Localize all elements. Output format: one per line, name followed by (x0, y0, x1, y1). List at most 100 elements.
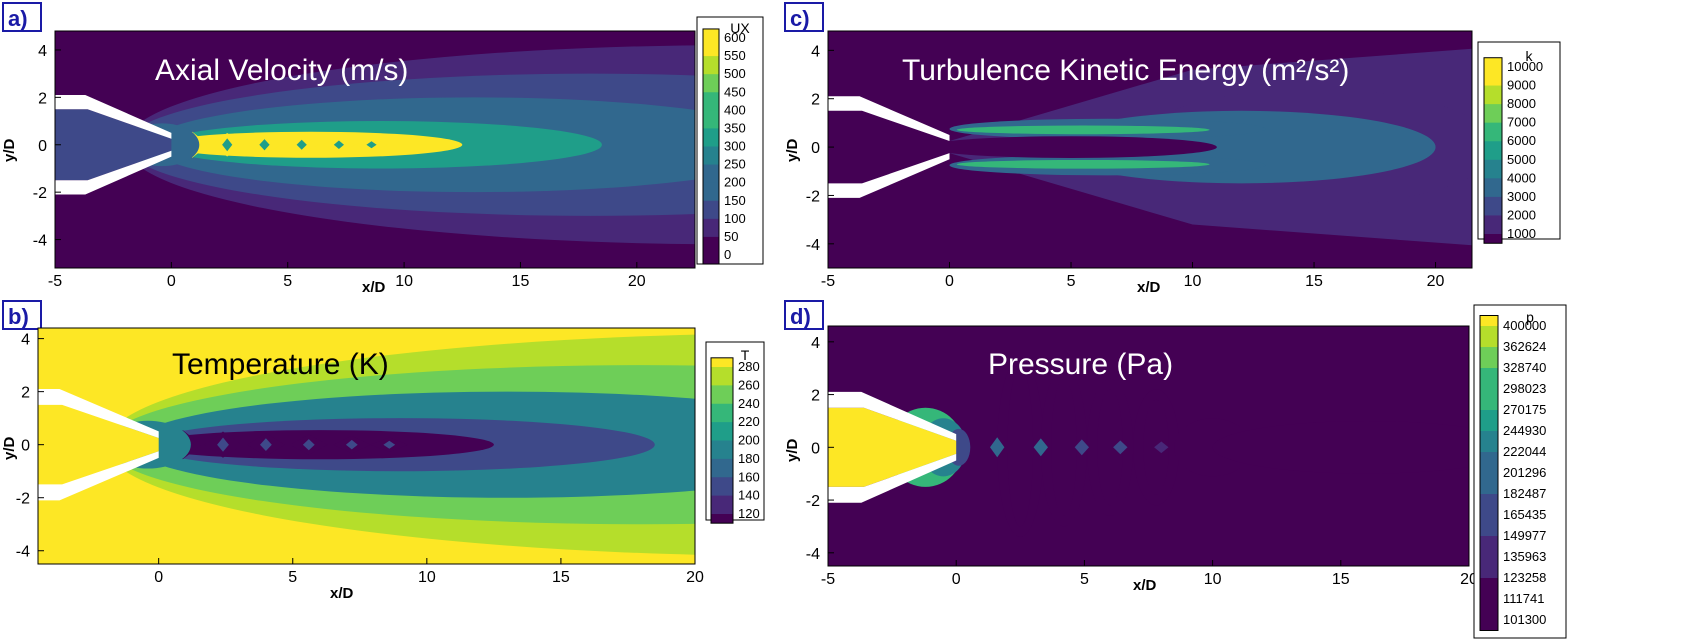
x-tick-label: 10 (1204, 571, 1222, 588)
shock-diamond-core (345, 439, 358, 450)
legend-swatch (1480, 368, 1498, 390)
legend-level-label: 220 (738, 414, 760, 429)
legend-swatch-bottom (711, 514, 733, 524)
x-tick-label: 15 (1305, 273, 1323, 290)
legend-swatch (1484, 141, 1502, 161)
legend-swatch (703, 164, 719, 184)
legend-title: T (741, 347, 750, 363)
shock-diamond-core (217, 437, 229, 452)
legend-level-label: 140 (738, 488, 760, 503)
shear-layer-peak (956, 125, 1210, 135)
legend-level-label: 298023 (1503, 381, 1546, 396)
nozzle-interior (38, 404, 159, 485)
nozzle-wall-lower (828, 153, 950, 198)
nozzle-wall-upper (828, 391, 957, 441)
legend-swatch (1480, 599, 1498, 621)
legend-swatch (1480, 473, 1498, 495)
pressure-diamond (1033, 438, 1048, 457)
xlabel-a: x/D (362, 279, 386, 296)
shock-diamond-core (366, 141, 377, 149)
legend-level-label: 182487 (1503, 486, 1546, 501)
x-tick-label: 0 (945, 273, 954, 290)
legend-level-label: 240 (738, 396, 760, 411)
legend-swatch (1480, 536, 1498, 558)
legend-swatch-top (1480, 315, 1498, 326)
y-tick-label: -4 (806, 546, 820, 563)
legend-title: p (1526, 309, 1534, 325)
panel-letter-box-c (784, 2, 824, 32)
ticks-a: -5 0 5 10 15 20 -4 -2 0 2 4 (33, 43, 646, 290)
y-tick-label: 4 (21, 332, 30, 349)
legend-level-label: 450 (724, 84, 746, 99)
legend-swatch (703, 200, 719, 220)
panel-letter-box-d (784, 300, 824, 330)
plot-area-d (828, 326, 1469, 566)
panel-letter-a: a) (8, 6, 28, 31)
legend-swatch (1484, 159, 1502, 179)
legend-swatch (1484, 67, 1502, 87)
legend-swatch (703, 110, 719, 129)
panel-letter-d: d) (790, 304, 811, 329)
pressure-diamond (1074, 439, 1089, 456)
legend-swatch (1484, 85, 1502, 105)
y-tick-label: -4 (16, 544, 30, 561)
legend-swatch (703, 236, 719, 256)
legend-level-label: 400000 (1503, 318, 1546, 333)
legend-level-label: 150 (724, 193, 746, 208)
legend-level-label: 2000 (1507, 207, 1536, 222)
ylabel-a: y/D (1, 138, 18, 162)
x-tick-label: -5 (821, 571, 835, 588)
y-tick-label: 4 (811, 43, 820, 60)
y-tick-label: 2 (811, 92, 820, 109)
legend-title: UX (730, 20, 750, 36)
shock-diamond-core (260, 438, 272, 451)
legend-bar-frame (1479, 315, 1499, 631)
legend-level-label: 8000 (1507, 96, 1536, 111)
x-tick-label: 15 (1332, 571, 1350, 588)
legend-swatch (703, 56, 719, 75)
legend-swatch (1484, 122, 1502, 142)
legend-swatch (1480, 452, 1498, 474)
legend-swatch (703, 38, 719, 57)
plot-title-d: Pressure (Pa) (988, 348, 1173, 381)
legend-level-label: 200 (724, 175, 746, 190)
ylabel-d: y/D (784, 438, 801, 462)
legend-swatch (711, 458, 733, 478)
x-tick-label: 0 (952, 571, 961, 588)
legend-swatch (1480, 431, 1498, 453)
legend-swatch (1484, 196, 1502, 216)
legend-swatch (1480, 389, 1498, 411)
legend-swatch (1484, 104, 1502, 124)
legend-swatch-top (703, 28, 719, 38)
x-tick-label: 5 (283, 273, 292, 290)
legend-swatch (1480, 326, 1498, 348)
legend-bar-frame (702, 28, 720, 265)
legend-swatch-bottom (1480, 620, 1498, 631)
plot-title-b: Temperature (K) (172, 348, 389, 381)
potential-core (925, 136, 1217, 158)
legend-level-label: 5000 (1507, 152, 1536, 167)
legend-level-label: 260 (738, 377, 760, 392)
legend-swatch (1480, 347, 1498, 369)
legend-level-label: 270175 (1503, 402, 1546, 417)
legend-level-label: 120 (738, 506, 760, 521)
legend-swatch (703, 128, 719, 147)
legend-swatch-top (1484, 57, 1502, 67)
plot-frame-b (37, 327, 696, 565)
ylabel-b: y/D (1, 436, 18, 460)
legend-level-label: 50 (724, 229, 738, 244)
panel-b: b) Temperature (K) 0 5 10 15 20 -4 -2 0 2 4 x/D y… (1, 300, 765, 602)
legend-level-label: 165435 (1503, 507, 1546, 522)
x-tick-label: 15 (512, 273, 530, 290)
legend-level-label: 201296 (1503, 465, 1546, 480)
legend-level-label: 0 (724, 247, 731, 262)
x-tick-label: 15 (552, 569, 570, 586)
acoustic-wave-gap (1051, 378, 1077, 516)
nozzle-wall-upper (38, 389, 159, 438)
pressure-diamond (1113, 440, 1128, 455)
legend-swatch (711, 367, 733, 386)
y-tick-label: 2 (38, 90, 47, 107)
legend-level-label: 600 (724, 30, 746, 45)
